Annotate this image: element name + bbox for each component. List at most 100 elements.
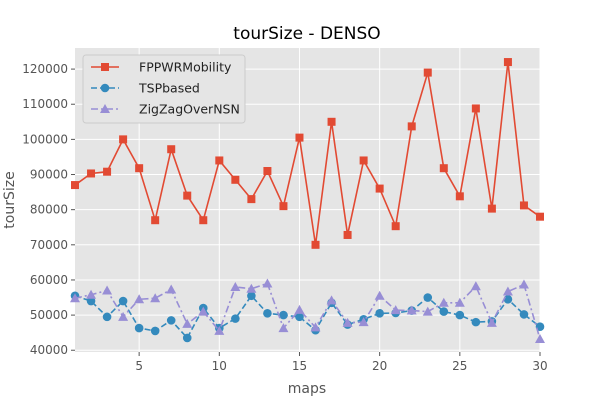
data-point [438,297,449,307]
data-point [423,293,433,302]
data-point [247,195,256,204]
legend-item: FPPWRMobility [91,60,232,75]
data-point [87,169,96,178]
data-point [439,307,449,316]
data-point [151,216,160,225]
data-point [471,317,481,327]
data-point [359,156,368,165]
data-point [71,181,79,190]
data-point [183,191,192,200]
data-point [150,293,161,303]
y-tick-label: 80000 [30,203,68,217]
data-point [519,310,529,319]
data-point [230,281,241,291]
data-point [535,322,545,331]
legend-marker [100,104,110,113]
data-point [134,294,145,304]
data-point [86,289,97,299]
data-point [182,333,192,343]
data-point [247,291,256,301]
data-point [502,286,513,296]
data-point [310,322,321,332]
data-point [503,58,512,67]
series-FPPWRMobility [71,58,544,249]
data-point [407,122,416,131]
data-point [326,295,337,305]
data-point [518,279,529,289]
data-point [455,192,464,201]
data-point [231,314,240,323]
grid-lines [75,48,541,352]
data-point [214,325,225,335]
data-point [358,317,369,327]
legend-item: TSPbased [91,81,200,96]
data-point [102,285,113,295]
data-point [166,316,176,325]
x-tick-label: 15 [292,359,307,373]
x-tick-label: 25 [452,359,467,373]
y-tick-label: 60000 [30,273,68,287]
data-point [102,312,112,322]
data-point [487,204,496,213]
data-point [454,297,465,307]
data-point [278,323,289,333]
y-tick-label: 90000 [30,168,68,182]
legend: FPPWRMobility TSPbased ZigZagOverNSN [82,54,246,124]
data-point [375,184,384,193]
data-point [231,175,240,184]
data-point [374,290,385,300]
y-tick-label: 70000 [30,238,68,252]
data-point [262,278,273,288]
data-point [311,240,320,249]
data-point [167,145,176,154]
data-point [135,164,144,173]
y-tick-label: 110000 [22,97,68,111]
y-tick-label: 40000 [30,343,68,357]
y-axis-label: tourSize [2,171,18,228]
data-point [86,296,96,306]
legend-label: ZigZagOverNSN [139,102,240,117]
y-tick-label: 100000 [22,132,68,146]
y-tick-label: 120000 [22,62,68,76]
data-point [279,202,288,211]
data-point [536,212,544,221]
data-point [391,222,400,231]
data-point [119,135,128,144]
data-point [486,317,497,327]
x-tick-label: 30 [532,359,547,373]
data-point [343,230,352,239]
x-tick-label: 20 [372,359,387,373]
data-point [327,117,336,126]
data-point [519,201,528,210]
data-point [470,281,481,291]
data-point [182,318,193,328]
data-point [471,104,480,113]
data-point [439,164,448,173]
legend-marker [101,63,109,71]
data-point [455,310,465,320]
legend-marker [100,83,110,93]
x-axis-ticks: 5 10 15 20 25 30 [135,352,548,373]
data-point [503,294,513,304]
chart-title: tourSize - DENSO [233,24,380,44]
data-point [198,306,209,316]
data-point [423,68,432,77]
data-point [279,310,288,320]
series-ZigZagOverNSN [70,278,545,343]
data-point [118,296,128,306]
data-point [390,305,401,315]
data-point [342,317,353,327]
data-point [295,133,304,142]
data-point [263,167,272,176]
x-tick-label: 5 [135,359,143,373]
legend-label: FPPWRMobility [139,60,232,75]
series-layer [70,58,545,343]
data-point [294,304,305,314]
x-axis-label: maps [288,381,326,397]
data-point [375,309,384,318]
data-point [103,167,112,176]
data-point [199,216,208,225]
x-tick-label: 10 [212,359,227,373]
data-point [295,312,304,322]
